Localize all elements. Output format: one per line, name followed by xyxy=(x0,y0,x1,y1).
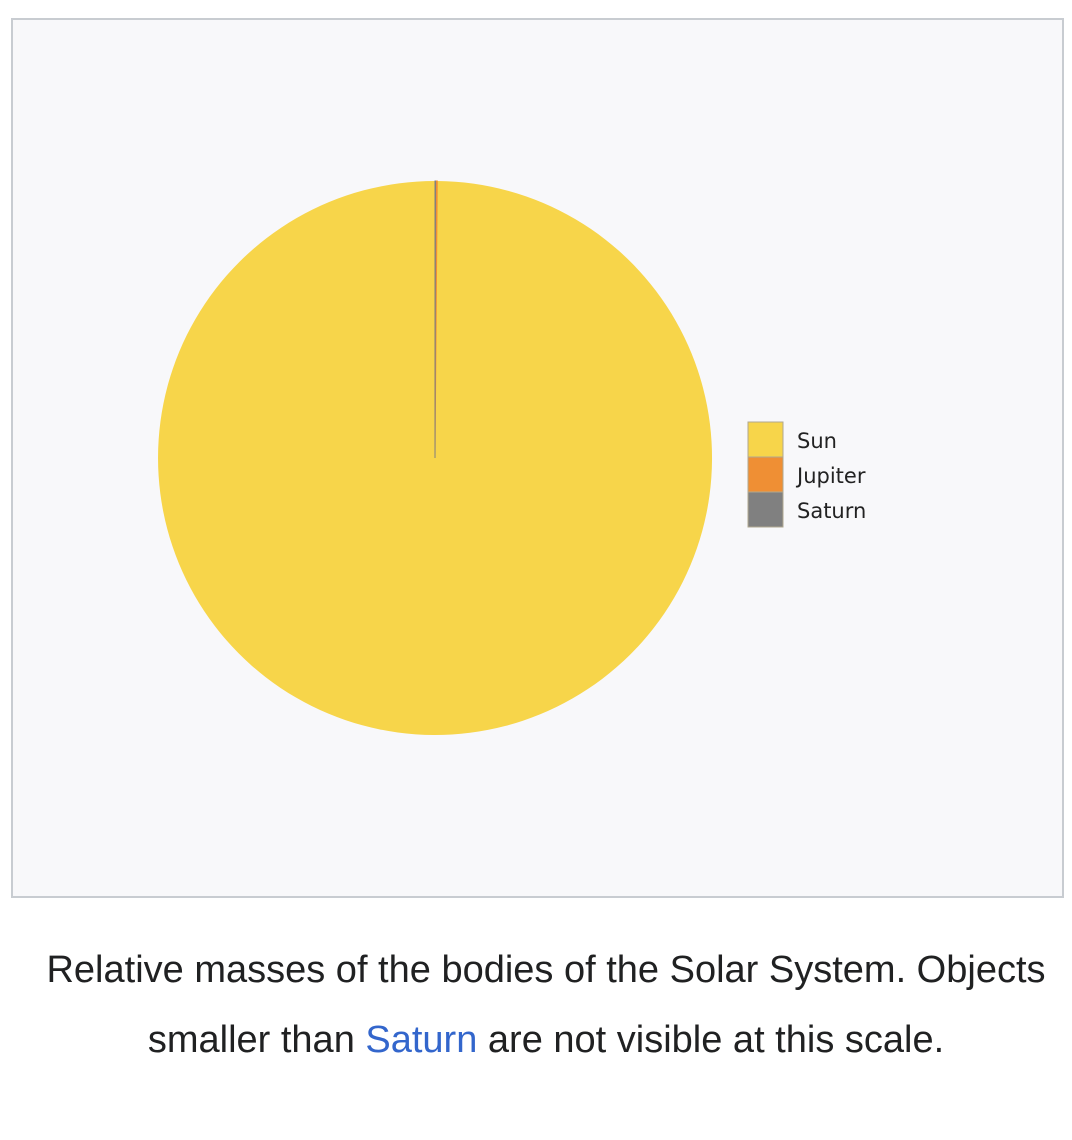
caption-text-before: Relative masses of the bodies of the Sol… xyxy=(46,949,1046,1061)
legend-label-sun: Sun xyxy=(797,429,837,453)
legend-swatch-saturn xyxy=(747,491,784,528)
pie-slices xyxy=(158,180,713,735)
chart-legend: Sun Jupiter Saturn xyxy=(747,421,866,528)
pie-chart: Sun Jupiter Saturn xyxy=(158,180,866,735)
caption-text-after: are not visible at this scale. xyxy=(477,1019,945,1061)
figure-caption: Relative masses of the bodies of the Sol… xyxy=(20,935,1072,1075)
legend-swatch-sun xyxy=(747,421,784,458)
legend-swatch-jupiter xyxy=(747,456,784,493)
pie-slice-saturn xyxy=(434,180,437,459)
legend-label-saturn: Saturn xyxy=(797,499,866,523)
saturn-link[interactable]: Saturn xyxy=(365,1019,478,1061)
legend-label-jupiter: Jupiter xyxy=(795,464,866,488)
figure-frame: Sun Jupiter Saturn xyxy=(11,18,1064,898)
